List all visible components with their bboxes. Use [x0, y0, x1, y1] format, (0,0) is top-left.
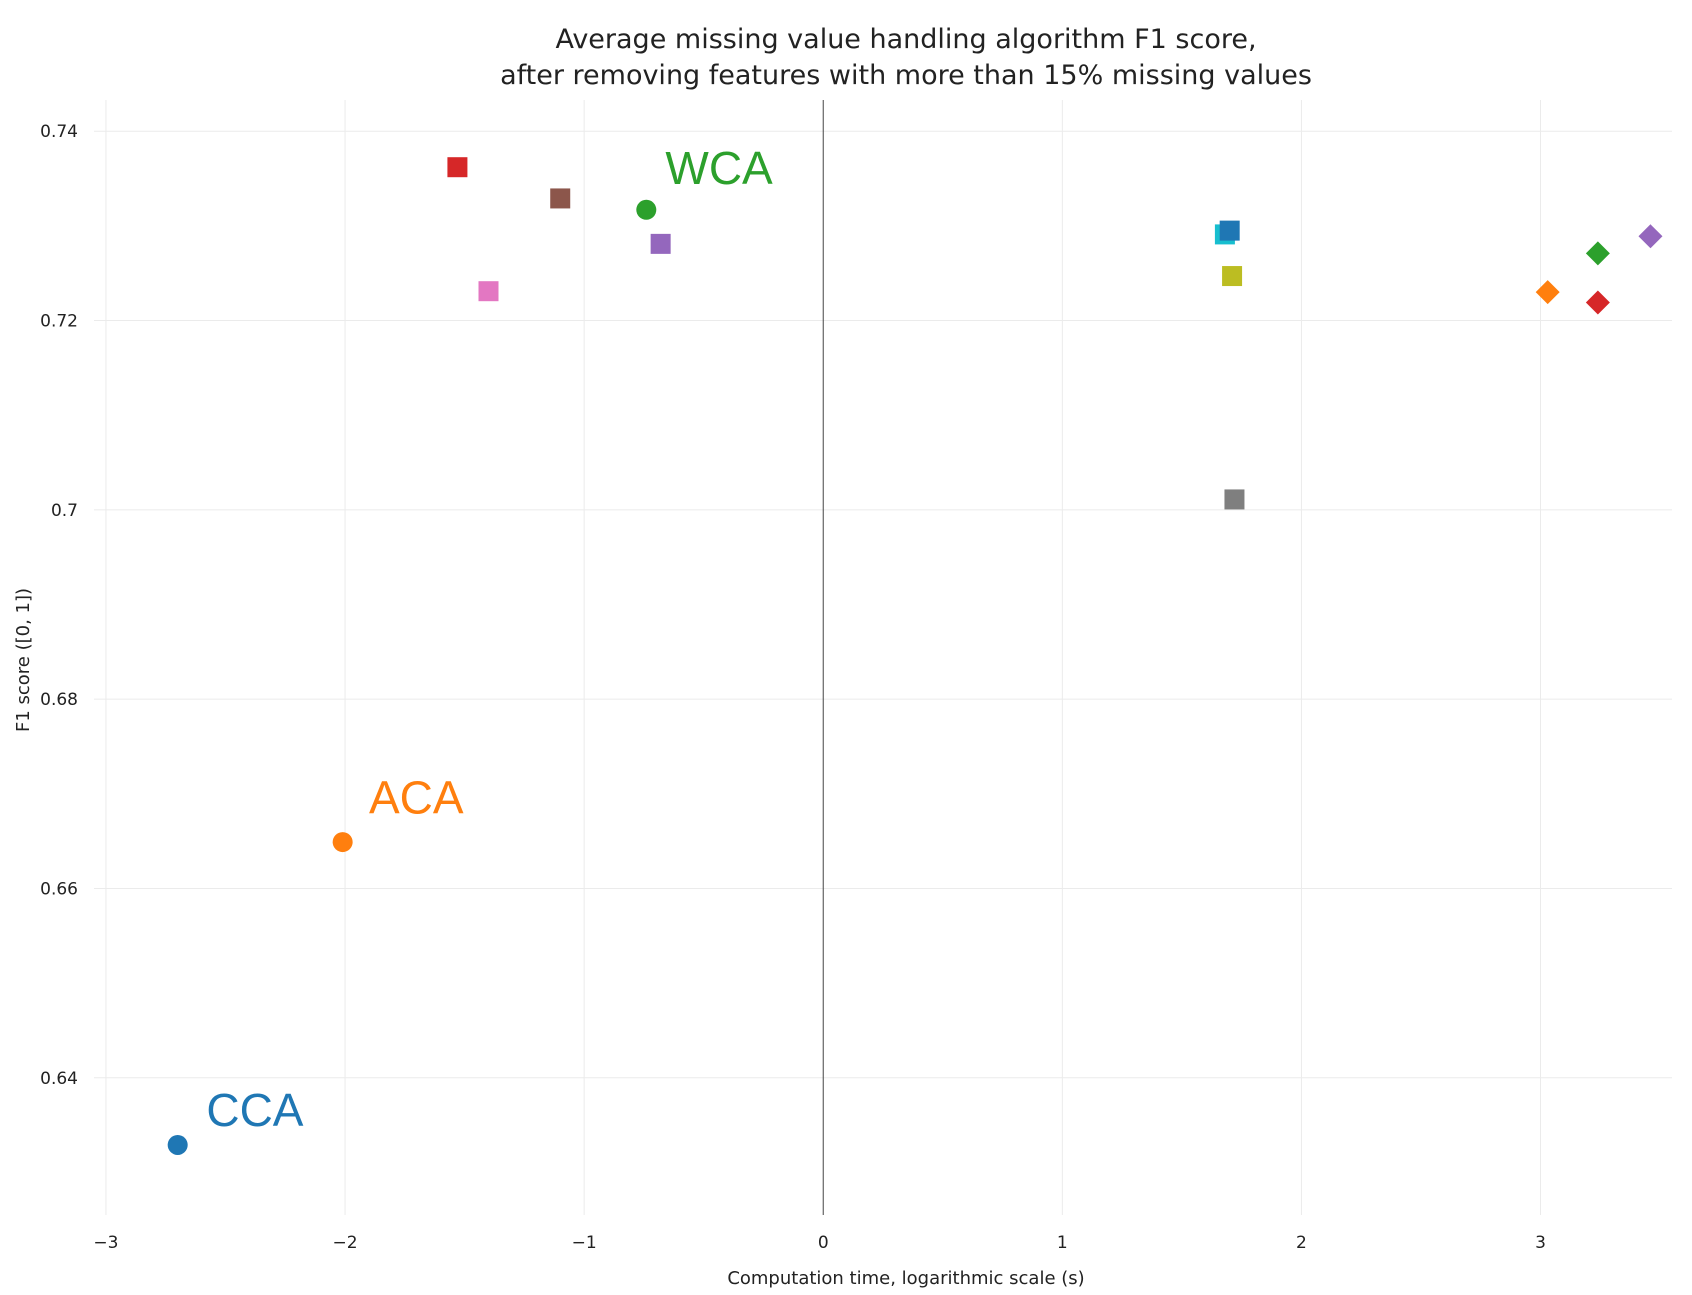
data-point-diamond — [1585, 241, 1610, 266]
annotations: CCA ACA WCA — [206, 142, 773, 1136]
y-tick-label: 0.68 — [40, 690, 78, 710]
y-tick-label: 0.64 — [40, 1069, 78, 1089]
x-tick-label: 2 — [1296, 1233, 1307, 1253]
x-tick-label: −1 — [572, 1233, 597, 1253]
x-tick-label: −3 — [93, 1233, 118, 1253]
data-point-square — [550, 188, 571, 209]
x-tick-label: 3 — [1535, 1233, 1546, 1253]
annotation-label: ACA — [369, 772, 464, 824]
annotation-label: CCA — [206, 1084, 303, 1136]
data-point-square — [1222, 266, 1243, 287]
y-tick-label: 0.72 — [40, 312, 78, 332]
chart-title-line-2: after removing features with more than 1… — [500, 60, 1312, 91]
x-tick-label: 1 — [1057, 1233, 1068, 1253]
data-point-circle — [332, 832, 353, 853]
data-point-square — [478, 281, 499, 302]
chart-title-line-1: Average missing value handling algorithm… — [555, 24, 1256, 55]
data-point-square — [1219, 220, 1240, 241]
annotation-label: WCA — [665, 142, 773, 194]
data-point-circle — [167, 1134, 188, 1155]
x-axis-title: Computation time, logarithmic scale (s) — [727, 1268, 1084, 1289]
data-point-square — [1224, 489, 1245, 510]
data-point-diamond — [1585, 290, 1610, 315]
tick-labels: −3 −2 −1 0 1 2 3 0.64 0.66 0.68 0.7 0.72 0.74 — [40, 122, 1546, 1253]
y-axis-title: F1 score ([0, 1]) — [13, 588, 34, 732]
data-point-square — [650, 233, 671, 254]
data-point-square — [447, 157, 468, 178]
y-tick-label: 0.74 — [40, 122, 78, 142]
data-points — [167, 157, 1663, 1155]
y-tick-label: 0.7 — [51, 501, 78, 521]
y-tick-label: 0.66 — [40, 879, 78, 899]
x-tick-label: 0 — [818, 1233, 829, 1253]
data-point-diamond — [1535, 280, 1560, 305]
x-tick-label: −2 — [333, 1233, 358, 1253]
data-point-diamond — [1638, 224, 1663, 249]
grid-layer — [94, 100, 1672, 1215]
data-point-circle — [636, 199, 657, 220]
